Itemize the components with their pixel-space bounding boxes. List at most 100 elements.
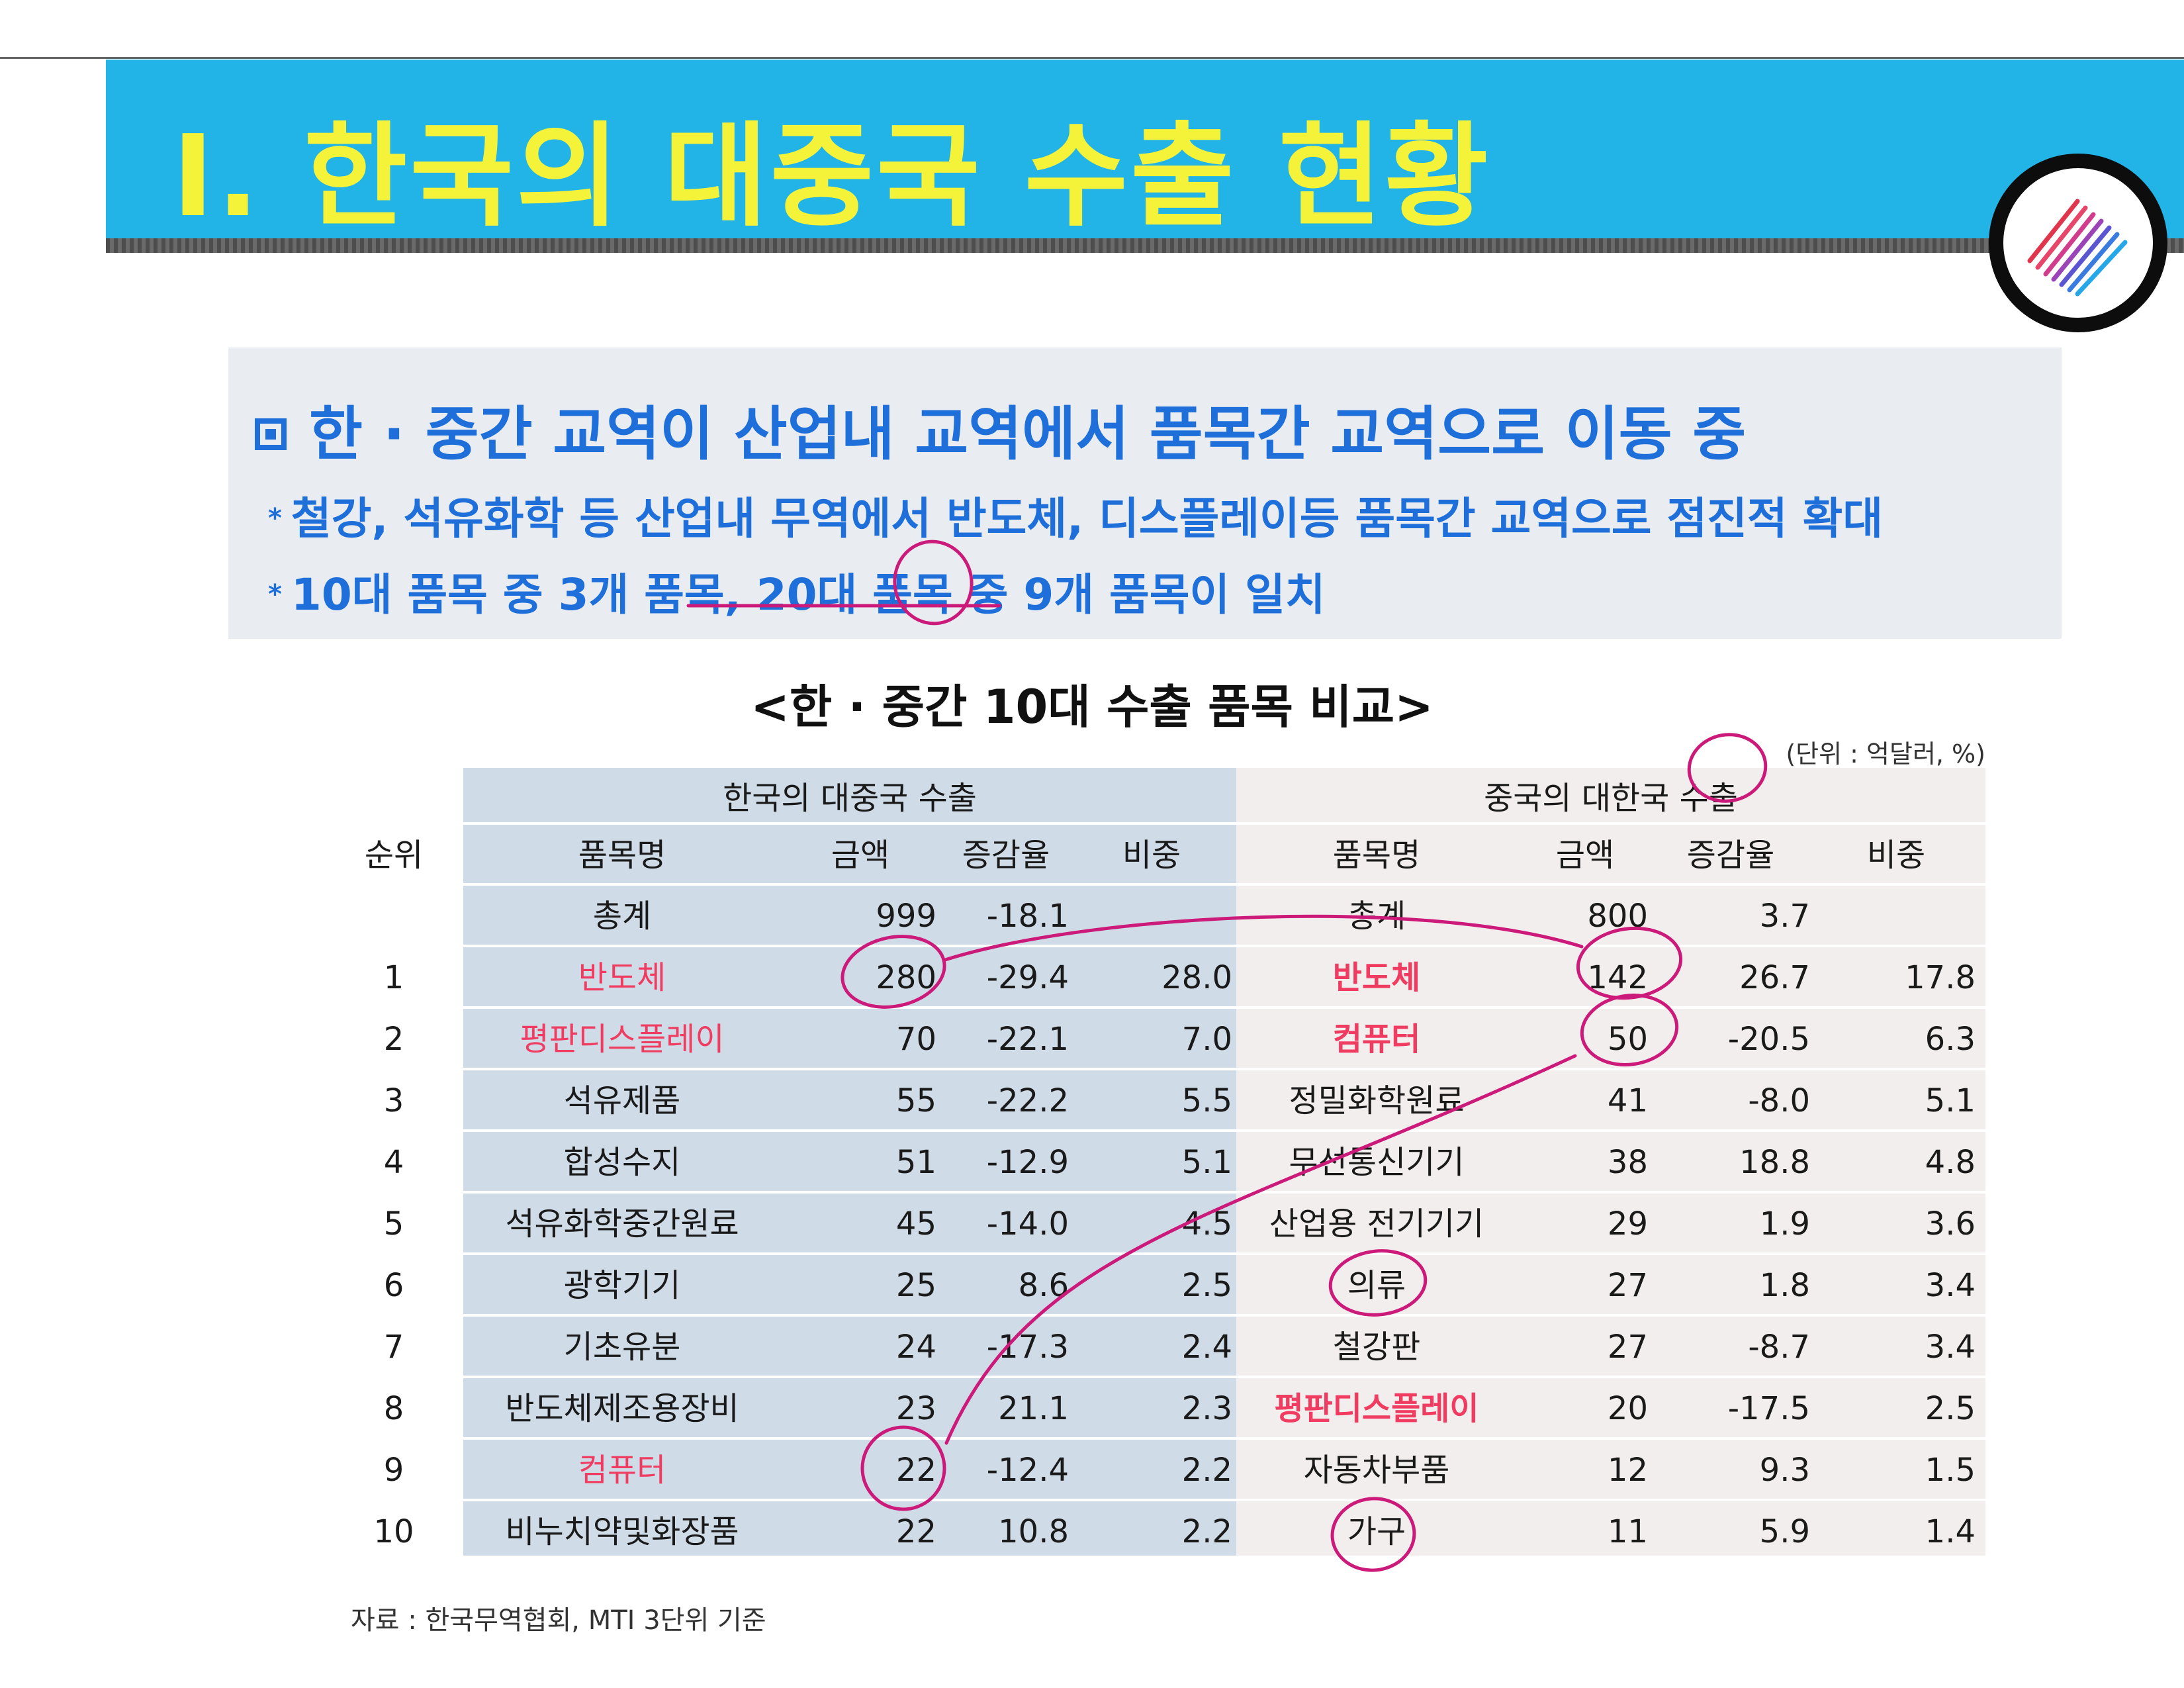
kr-change-cell: -22.2 <box>986 1082 1069 1119</box>
table-title: <한 · 중간 10대 수출 품목 비교> <box>751 680 1433 734</box>
kr-name-cell: 반도체제조용장비 <box>505 1390 739 1427</box>
cn-change-cell: 3.7 <box>1759 898 1810 935</box>
cn-name-cell: 가구 <box>1347 1513 1406 1550</box>
kr-change-cell: -12.9 <box>986 1144 1069 1181</box>
kr-name-cell: 석유제품 <box>563 1082 681 1119</box>
kr-amount-cell: 22 <box>895 1513 936 1550</box>
kr-change-cell: 21.1 <box>998 1390 1069 1427</box>
cn-share-cell: 4.8 <box>1925 1144 1976 1181</box>
circle-kr-computer-amount <box>860 1425 946 1511</box>
row-separator <box>463 1191 1985 1194</box>
row-separator <box>463 945 1985 947</box>
cn-share-cell: 6.3 <box>1925 1021 1976 1058</box>
title-banner: Ⅰ. 한국의 대중국 수출 현황 <box>106 60 2184 242</box>
cn-name-cell: 철강판 <box>1332 1329 1421 1366</box>
cn-name-cell: 컴퓨터 <box>1332 1021 1421 1058</box>
rank-cell: 2 <box>383 1021 404 1058</box>
cn-share-cell: 1.4 <box>1925 1513 1976 1550</box>
cn-share-cell: 2.5 <box>1925 1390 1976 1427</box>
cn-share-cell: 3.6 <box>1925 1205 1976 1243</box>
kr-share-cell: 2.5 <box>1181 1267 1232 1304</box>
cn-change-cell: 1.8 <box>1759 1267 1810 1304</box>
square-bullet-icon <box>255 418 287 450</box>
circle-9-items <box>893 539 974 626</box>
cn-change-cell: 18.8 <box>1739 1144 1810 1181</box>
kr-amount-cell: 55 <box>895 1082 936 1119</box>
cn-share-cell: 3.4 <box>1925 1267 1976 1304</box>
kr-name-cell: 기초유분 <box>563 1329 681 1366</box>
summary-bullet-text: 10대 품목 중 3개 품목, 20대 품목 중 9개 품목이 일치 <box>291 569 1326 620</box>
cn-share-cell: 3.4 <box>1925 1329 1976 1366</box>
asterisk-bullet-icon: * <box>268 503 282 534</box>
cn-change-cell: -8.0 <box>1748 1082 1810 1119</box>
row-separator <box>463 1376 1985 1378</box>
kr-amount-cell: 23 <box>895 1390 936 1427</box>
kr-name-cell: 평판디스플레이 <box>520 1021 725 1058</box>
cn-change-cell: -8.7 <box>1748 1329 1810 1366</box>
kr-name-cell: 광학기기 <box>563 1267 681 1304</box>
cn-name-cell: 산업용 전기기기 <box>1269 1205 1484 1243</box>
kr-name-cell: 비누치약및화장품 <box>505 1513 739 1550</box>
rank-cell: 10 <box>373 1513 414 1550</box>
asterisk-bullet-icon: * <box>268 579 282 610</box>
row-separator <box>463 1437 1985 1440</box>
link-computer <box>944 1054 1577 1445</box>
kr-share-cell: 7.0 <box>1181 1021 1232 1058</box>
korea-export-panel <box>463 768 1236 1556</box>
row-separator <box>463 1068 1985 1070</box>
summary-bullet-1: * 철강, 석유화학 등 산업내 무역에서 반도체, 디스플레이등 품목간 교역으… <box>268 483 1883 547</box>
cn-change-cell: -20.5 <box>1727 1021 1810 1058</box>
cn-name-cell: 정밀화학원료 <box>1289 1082 1465 1119</box>
group-header-korea: 한국의 대중국 수출 <box>723 780 977 817</box>
cn-change-cell: 9.3 <box>1759 1452 1810 1489</box>
cn-amount-cell: 11 <box>1607 1513 1648 1550</box>
kr-amount-cell: 999 <box>876 898 936 935</box>
summary-bullet-2: * 10대 품목 중 3개 품목, 20대 품목 중 9개 품목이 일치 <box>268 559 1326 623</box>
header-cn-amount: 금액 <box>1555 837 1615 874</box>
circle-cn-computer-amount <box>1580 994 1679 1066</box>
kr-share-cell: 2.4 <box>1181 1329 1232 1366</box>
top-rule <box>0 57 2184 59</box>
kr-share-cell: 5.5 <box>1181 1082 1232 1119</box>
cn-share-cell: 1.5 <box>1925 1452 1976 1489</box>
header-cn-share: 비중 <box>1866 837 1926 874</box>
page-title: Ⅰ. 한국의 대중국 수출 현황 <box>172 111 1491 242</box>
kr-share-cell: 5.1 <box>1181 1144 1232 1181</box>
table-unit: (단위 : 억달러, %) <box>1786 739 1985 769</box>
circle-cn-furniture <box>1330 1497 1416 1572</box>
kr-share-cell: 2.2 <box>1181 1513 1232 1550</box>
row-separator <box>463 1006 1985 1009</box>
kr-name-cell: 합성수지 <box>563 1144 681 1181</box>
kr-change-cell: 10.8 <box>998 1513 1069 1550</box>
row-separator <box>463 1129 1985 1132</box>
cn-amount-cell: 142 <box>1587 959 1648 996</box>
rank-cell: 7 <box>383 1329 404 1366</box>
kr-share-cell: 2.2 <box>1181 1452 1232 1489</box>
cn-amount-cell: 20 <box>1607 1390 1648 1427</box>
kr-amount-cell: 24 <box>895 1329 936 1366</box>
row-separator <box>463 1314 1985 1317</box>
kr-amount-cell: 22 <box>895 1452 936 1489</box>
cn-share-cell: 5.1 <box>1925 1082 1976 1119</box>
header-kr-amount: 금액 <box>831 837 890 874</box>
cn-amount-cell: 50 <box>1607 1021 1648 1058</box>
summary-heading-text: 한 · 중간 교역이 산업내 교역에서 품목간 교역으로 이동 중 <box>309 400 1747 468</box>
summary-heading: 한 · 중간 교역이 산업내 교역에서 품목간 교역으로 이동 중 <box>255 387 1746 471</box>
summary-bullet-text: 철강, 석유화학 등 산업내 무역에서 반도체, 디스플레이등 품목간 교역으로… <box>291 493 1884 544</box>
cn-amount-cell: 27 <box>1607 1267 1648 1304</box>
rank-cell: 8 <box>383 1390 404 1427</box>
cn-share-cell: 17.8 <box>1905 959 1976 996</box>
circle-cn-clothing <box>1328 1249 1428 1317</box>
cn-change-cell: 1.9 <box>1759 1205 1810 1243</box>
kr-name-cell: 컴퓨터 <box>578 1452 666 1489</box>
cn-change-cell: -17.5 <box>1727 1390 1810 1427</box>
rank-cell: 9 <box>383 1452 404 1489</box>
header-rank: 순위 <box>364 837 424 874</box>
kr-amount-cell: 51 <box>895 1144 936 1181</box>
kr-change-cell: -12.4 <box>986 1452 1069 1489</box>
row-separator <box>463 1499 1985 1501</box>
circle-cn-semiconductor-amount <box>1576 926 1683 1000</box>
cn-amount-cell: 27 <box>1607 1329 1648 1366</box>
circle-kr-semiconductor-amount <box>841 935 946 1009</box>
kr-amount-cell: 25 <box>895 1267 936 1304</box>
